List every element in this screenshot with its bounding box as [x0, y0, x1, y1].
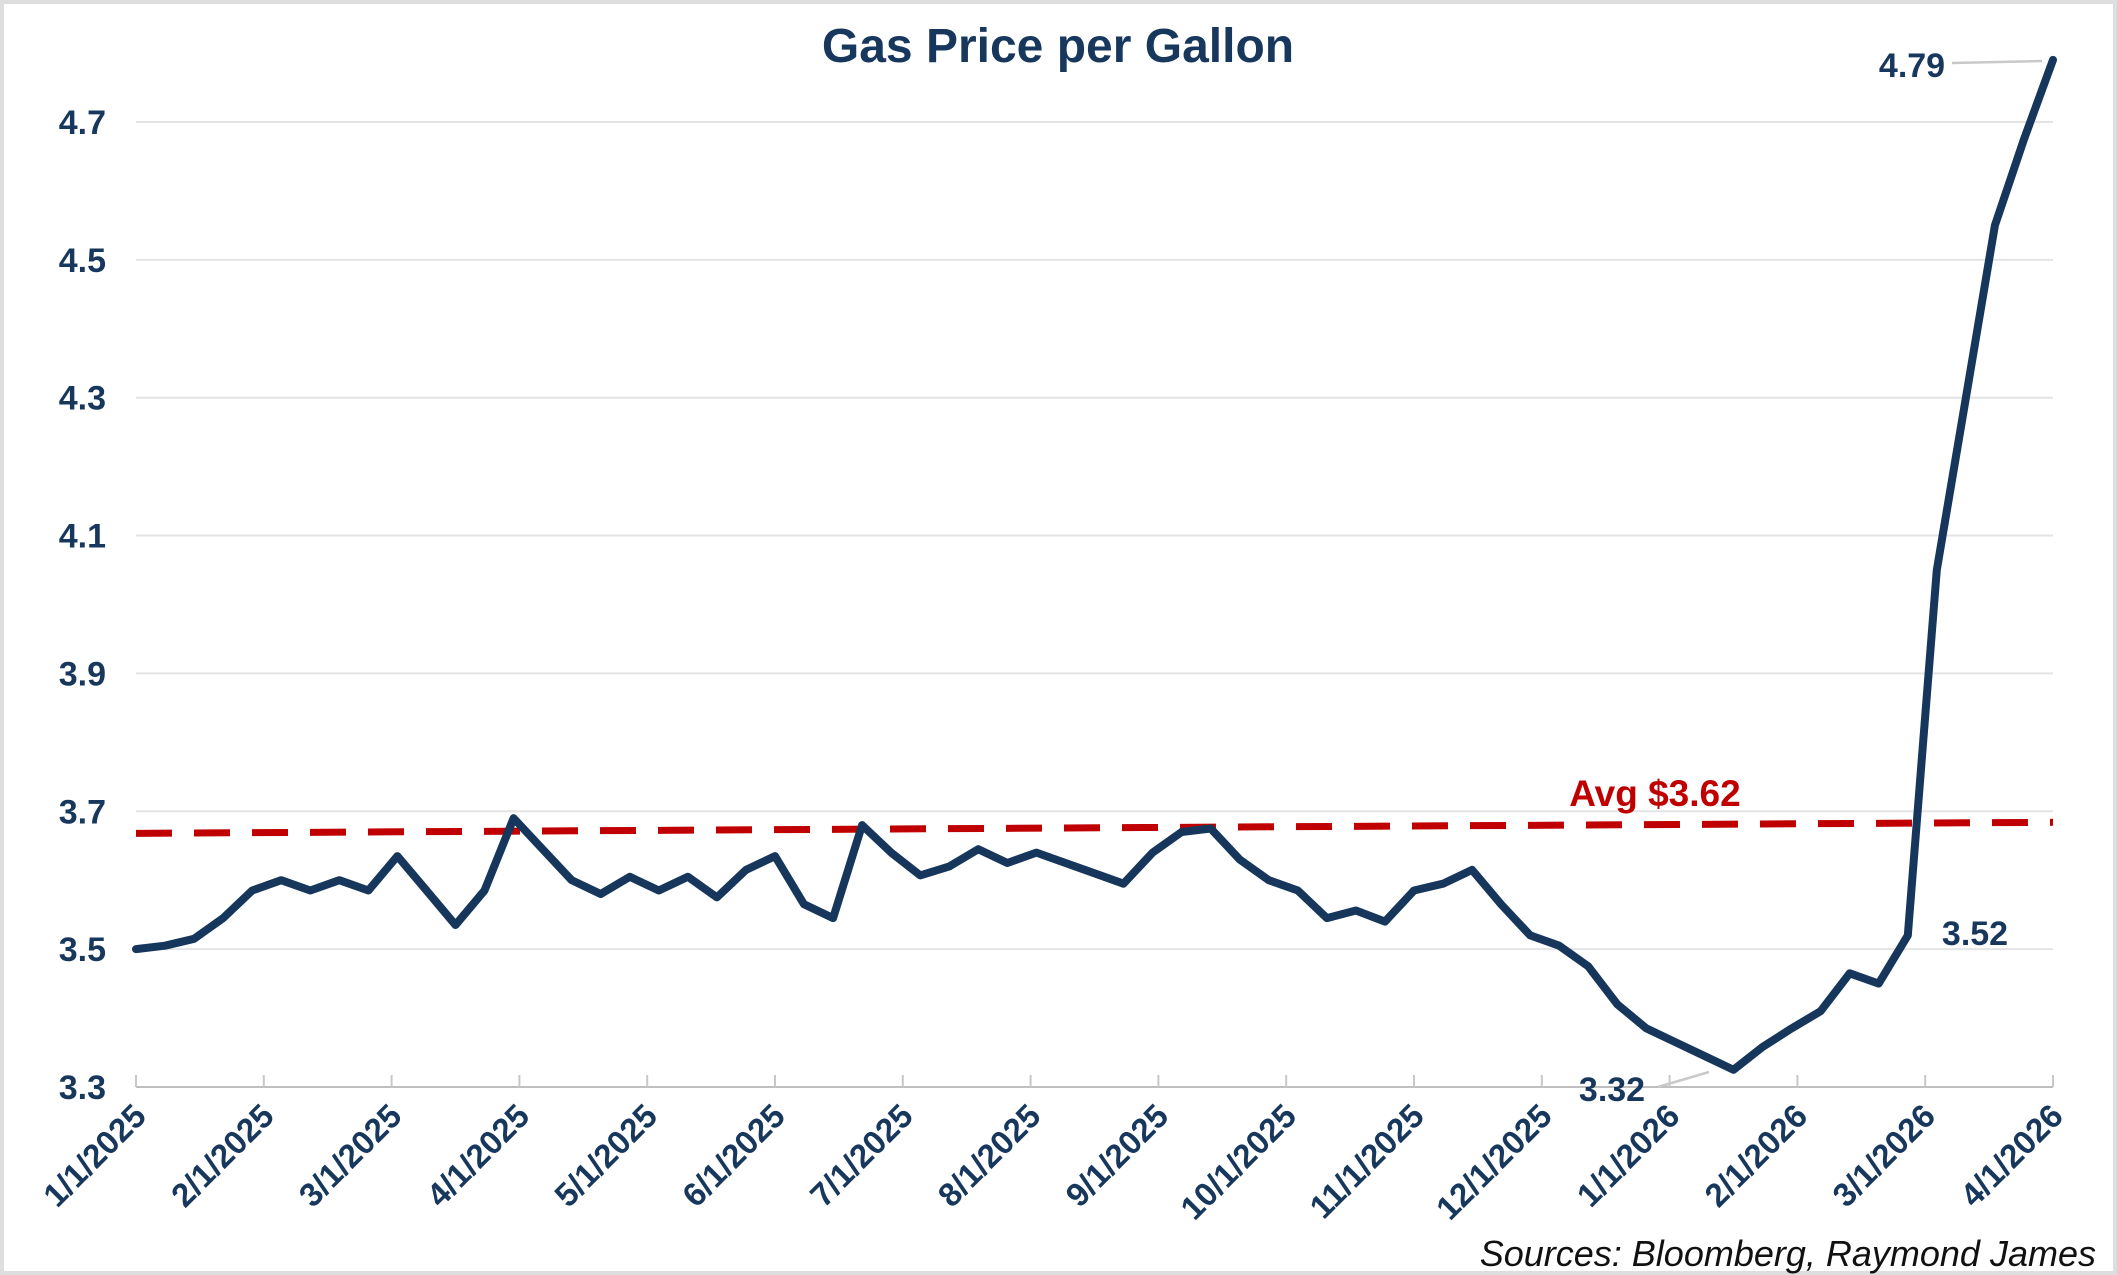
x-tick-label: 4/1/2025	[419, 1097, 536, 1214]
x-tick-label: 8/1/2025	[931, 1097, 1048, 1214]
x-tick-label: 2/1/2025	[164, 1097, 281, 1214]
x-tick-label: 5/1/2025	[547, 1097, 664, 1214]
x-tick-label: 9/1/2025	[1058, 1097, 1175, 1214]
y-tick-label: 4.1	[59, 518, 106, 556]
average-dashed-line	[135, 818, 2054, 837]
x-tick-label: 1/1/2025	[36, 1097, 153, 1214]
y-tick-label: 4.3	[59, 380, 106, 418]
x-tick-label: 11/1/2025	[1302, 1097, 1431, 1226]
grid-layer: 3.3 3.5 3.7 3.9 4.1 4.3 4.5 4.7 1/1/2025 2/1/2025…	[36, 104, 2070, 1227]
average-line-label: Avg $3.62	[1569, 773, 1740, 814]
y-tick-label: 4.7	[59, 104, 106, 142]
x-tick-label: 3/1/2025	[292, 1097, 409, 1214]
y-tick-label: 3.9	[59, 655, 106, 693]
sources-note: Sources: Bloomberg, Raymond James	[1480, 1233, 2096, 1274]
peak-annotation: 4.79	[1879, 47, 1945, 85]
average-line-layer	[135, 818, 2054, 837]
x-tick-label: 1/1/2026	[1570, 1097, 1687, 1214]
y-tick-label: 4.5	[59, 242, 106, 280]
y-tick-label: 3.3	[59, 1069, 106, 1107]
chart-title: Gas Price per Gallon	[822, 20, 1294, 73]
y-tick-label: 3.7	[59, 793, 106, 831]
x-tick-label: 10/1/2025	[1173, 1097, 1303, 1227]
gas-price-line	[132, 55, 2057, 1074]
x-tick-label: 12/1/2025	[1429, 1097, 1559, 1227]
x-tick-label: 4/1/2026	[1953, 1097, 2070, 1214]
x-tick-label: 3/1/2026	[1825, 1097, 1942, 1214]
low-annotation: 3.32	[1579, 1071, 1645, 1109]
low-annotation-leader-line	[1657, 1070, 1710, 1089]
peak-annotation-leader-line	[1951, 59, 2043, 65]
x-tick-label: 6/1/2025	[675, 1097, 792, 1214]
pre-spike-annotation: 3.52	[1942, 915, 2008, 953]
x-tick-label: 2/1/2026	[1697, 1097, 1814, 1214]
x-tick-label: 7/1/2025	[803, 1097, 920, 1214]
price-line-layer	[132, 55, 2057, 1074]
y-tick-label: 3.5	[59, 931, 106, 969]
